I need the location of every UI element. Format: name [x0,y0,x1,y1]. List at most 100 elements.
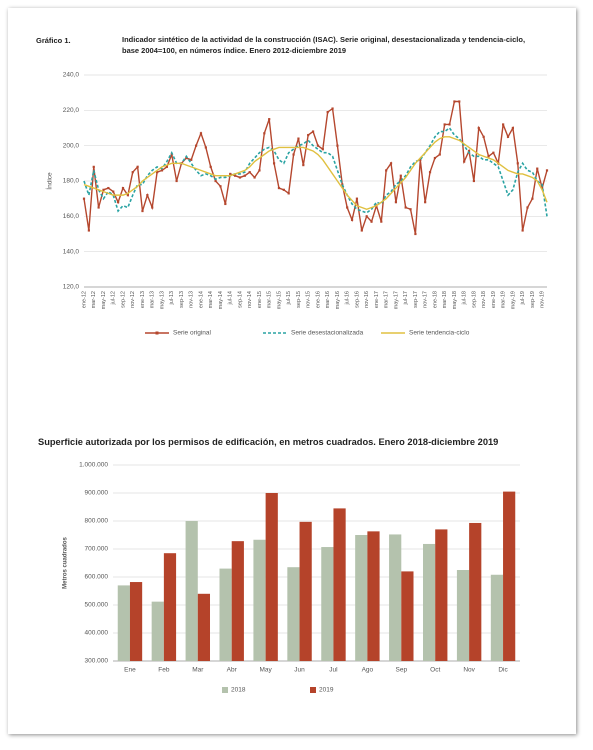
legend-label: 2019 [319,687,334,694]
x-tick-label: may-12 [101,291,107,309]
y-tick-label: 220,0 [63,107,80,114]
data-point [526,206,529,209]
data-point [175,179,178,183]
data-point [219,185,222,188]
x-tick-label: Oct [430,667,440,674]
y-tick-label: 200,0 [63,142,80,149]
data-point [146,194,149,197]
data-point [346,206,349,209]
x-tick-label: may-14 [218,291,224,309]
bar [389,534,402,661]
data-point [97,206,100,209]
x-tick-label: mar-12 [91,291,97,308]
data-point [282,188,285,191]
x-tick-label: nov-19 [540,291,546,308]
bar [265,493,278,661]
data-point [545,169,549,172]
data-point [443,123,446,126]
bar [219,568,232,661]
data-point [214,179,217,183]
x-tick-label: ene-19 [491,291,497,308]
bar [287,567,300,661]
data-point [428,171,432,174]
x-tick-label: May [259,667,272,674]
x-tick-label: Ene [124,667,136,674]
data-point [287,192,290,195]
x-tick-label: jul-12 [111,291,117,305]
y-tick-label: 240,0 [63,72,80,79]
bar [185,521,198,661]
bar [197,593,211,661]
data-point [341,183,344,186]
bar [333,508,346,661]
data-point [141,209,144,213]
data-point [87,229,90,232]
data-point [263,132,266,135]
x-tick-label: ene-15 [257,291,263,308]
data-point [531,197,534,200]
data-point [502,123,505,126]
data-point [199,132,203,135]
data-point [424,201,427,204]
data-point [472,179,475,183]
bar [469,522,482,661]
x-tick-label: sep-18 [471,291,477,308]
bar [151,601,164,661]
x-tick-label: nov-15 [306,291,312,308]
legend-label: Serie desestacionalizada [291,330,364,337]
data-point [297,137,300,140]
x-tick-label: mar-19 [501,291,507,308]
data-point [404,206,407,209]
x-tick-label: nov-14 [247,291,253,308]
data-point [365,215,368,218]
x-tick-label: nov-12 [130,291,136,308]
legend-label: Serie tendencia-ciclo [409,330,470,337]
data-point [350,218,354,221]
data-point [487,155,490,158]
data-point [160,169,164,172]
bar [422,543,436,661]
x-tick-label: Abr [227,667,238,674]
data-point [258,169,261,172]
data-point [248,171,251,174]
data-point [121,186,125,190]
data-point [370,220,373,223]
x-tick-label: mar-16 [325,291,331,308]
x-tick-label: may-15 [276,291,282,309]
y-tick-label: 500.000 [85,602,109,609]
y-tick-label: 1.000.000 [79,462,108,469]
x-tick-label: Mar [192,667,204,674]
data-point [321,148,324,151]
data-point [394,201,398,204]
x-tick-label: sep-17 [413,291,419,308]
data-point [463,160,466,163]
data-point [194,144,198,147]
data-point [204,146,207,149]
x-tick-label: mar-18 [442,291,448,308]
x-tick-label: jul-14 [228,291,234,305]
x-tick-label: sep-19 [530,291,536,308]
x-tick-label: ene-18 [432,291,438,308]
x-tick-label: mar-14 [208,291,214,308]
x-tick-label: Jun [294,667,305,674]
data-point [541,186,544,190]
y-tick-label: 160,0 [63,213,80,220]
data-point [326,111,329,114]
data-point [272,162,276,165]
x-tick-label: jul-13 [169,291,175,305]
data-point [477,126,480,130]
y-tick-label: 600.000 [85,574,109,581]
legend-marker [155,331,159,335]
x-tick-label: mar-13 [150,291,156,308]
x-tick-label: may-19 [510,291,516,309]
data-point [331,107,334,110]
x-tick-label: ene-14 [198,291,204,308]
x-tick-label: ene-17 [374,291,380,308]
data-point [112,190,115,193]
bar [231,541,244,661]
y-tick-label: 300.000 [85,658,109,665]
x-tick-label: ene-13 [140,291,146,308]
data-point [433,156,437,160]
data-point [409,208,412,211]
